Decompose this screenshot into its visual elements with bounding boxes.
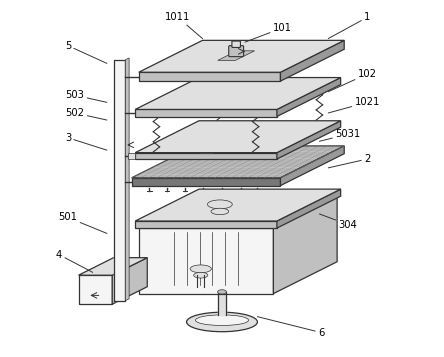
Text: 1: 1 <box>328 12 370 39</box>
Text: 3: 3 <box>65 133 107 150</box>
Text: 1011: 1011 <box>165 12 202 39</box>
Polygon shape <box>277 121 341 159</box>
Polygon shape <box>199 147 213 153</box>
FancyBboxPatch shape <box>229 46 244 57</box>
Polygon shape <box>135 121 341 153</box>
Ellipse shape <box>207 200 232 209</box>
Polygon shape <box>79 258 147 275</box>
Polygon shape <box>139 228 274 293</box>
Polygon shape <box>125 58 129 301</box>
Polygon shape <box>128 153 135 159</box>
Polygon shape <box>277 189 341 228</box>
Polygon shape <box>281 40 344 81</box>
Polygon shape <box>114 60 125 301</box>
Ellipse shape <box>194 272 208 278</box>
Text: 5: 5 <box>65 41 107 64</box>
Text: 101: 101 <box>245 23 292 42</box>
Text: 1021: 1021 <box>328 97 380 113</box>
Polygon shape <box>135 110 277 116</box>
Text: 304: 304 <box>319 214 357 230</box>
Text: 4: 4 <box>56 250 93 272</box>
Text: 2: 2 <box>328 154 370 168</box>
Polygon shape <box>139 40 344 72</box>
Polygon shape <box>218 292 226 315</box>
Polygon shape <box>274 196 337 293</box>
Text: 501: 501 <box>59 212 107 233</box>
Polygon shape <box>277 77 341 116</box>
Polygon shape <box>218 51 254 60</box>
Ellipse shape <box>186 312 258 332</box>
Polygon shape <box>139 196 337 228</box>
Polygon shape <box>281 146 344 186</box>
Polygon shape <box>135 221 277 228</box>
Ellipse shape <box>218 290 226 294</box>
Polygon shape <box>132 146 344 178</box>
Polygon shape <box>112 258 147 304</box>
Text: 6: 6 <box>258 317 325 338</box>
Polygon shape <box>139 72 281 81</box>
Polygon shape <box>135 153 277 159</box>
FancyBboxPatch shape <box>232 41 240 47</box>
Text: 502: 502 <box>66 108 107 120</box>
Text: 102: 102 <box>328 69 377 92</box>
Text: 503: 503 <box>66 90 107 102</box>
Polygon shape <box>132 178 281 186</box>
Ellipse shape <box>195 315 249 326</box>
Polygon shape <box>79 275 112 304</box>
Ellipse shape <box>211 208 229 215</box>
Text: 5031: 5031 <box>319 129 361 141</box>
Ellipse shape <box>190 265 211 273</box>
Polygon shape <box>135 189 341 221</box>
Polygon shape <box>135 77 341 110</box>
